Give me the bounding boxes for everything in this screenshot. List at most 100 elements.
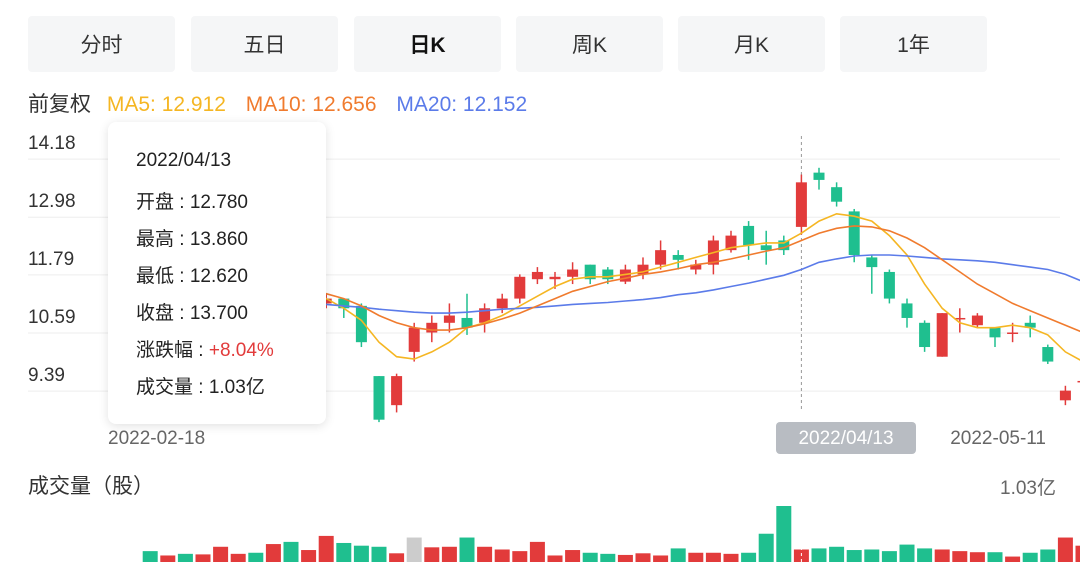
crosshair-date-badge [776, 422, 916, 454]
candle-body [320, 298, 332, 304]
candle[interactable] [901, 298, 913, 328]
candle-body [1007, 332, 1019, 334]
volume-bar [723, 553, 739, 562]
volume-bar [547, 555, 563, 562]
candle-body [602, 269, 614, 280]
tooltip-change-label: 涨跌幅 : [136, 340, 209, 361]
candle[interactable] [637, 257, 649, 280]
volume-bar [899, 544, 915, 562]
ma20-legend: MA20: 12.152 [396, 93, 528, 116]
volume-bar [565, 550, 581, 562]
candle[interactable] [989, 327, 1001, 348]
volume-bar [459, 537, 475, 562]
volume-bar [582, 552, 598, 562]
tooltip-change: 涨跌幅 : +8.04% [136, 335, 274, 362]
candle[interactable] [743, 221, 755, 260]
candle[interactable] [567, 262, 579, 285]
volume-bar [670, 548, 686, 562]
candle-body [936, 313, 948, 357]
tab-weekly-k[interactable]: 周K [516, 16, 663, 72]
candle-tooltip: 2022/04/13 开盘 : 12.780 最高 : 13.860 最低 : … [108, 122, 326, 424]
candle[interactable] [795, 174, 807, 235]
volume-bar [705, 552, 721, 562]
candle[interactable] [971, 313, 983, 328]
y-tick-label: 14.18 [28, 133, 76, 154]
candle-body [531, 271, 543, 280]
volume-bar [336, 542, 352, 562]
candle[interactable] [408, 322, 420, 362]
candle[interactable] [1077, 366, 1080, 400]
candle[interactable] [760, 230, 772, 265]
candle[interactable] [320, 293, 332, 309]
candle-body [831, 187, 843, 202]
candle-body [338, 298, 350, 309]
volume-bar [477, 546, 493, 562]
candle[interactable] [1024, 315, 1036, 338]
candle[interactable] [373, 376, 385, 423]
volume-bar [758, 533, 774, 562]
candle-body [479, 308, 491, 323]
candle[interactable] [514, 274, 526, 304]
volume-bar [248, 552, 264, 562]
candle[interactable] [443, 303, 455, 333]
candle[interactable] [954, 308, 966, 333]
candle-body [373, 376, 385, 420]
y-tick-label: 9.39 [28, 365, 65, 386]
candle-body [901, 303, 913, 318]
adjust-mode-label[interactable]: 前复权 [28, 93, 91, 116]
candle[interactable] [672, 250, 684, 270]
candle-body [1042, 347, 1054, 362]
candle[interactable] [584, 264, 596, 285]
volume-bar [160, 555, 176, 562]
candle[interactable] [919, 320, 931, 352]
candle-body [919, 322, 931, 348]
tab-five-day[interactable]: 五日 [191, 16, 338, 72]
candle[interactable] [1059, 385, 1071, 406]
tooltip-change-value: +8.04% [208, 340, 274, 361]
candle-body [655, 250, 667, 265]
candle[interactable] [707, 235, 719, 275]
volume-bar [1040, 549, 1056, 562]
candle[interactable] [778, 235, 790, 255]
tooltip-high: 最高 : 13.860 [136, 229, 248, 250]
candle-body [1077, 380, 1080, 383]
volume-bar [230, 553, 246, 562]
tab-daily-k[interactable]: 日K [354, 16, 501, 72]
candle[interactable] [1042, 344, 1054, 364]
candle[interactable] [690, 259, 702, 275]
candle[interactable] [848, 208, 860, 263]
candle[interactable] [1007, 322, 1019, 343]
candle[interactable] [866, 254, 878, 294]
volume-bar [177, 553, 193, 562]
ma5-legend: MA5: 12.912 [106, 93, 226, 116]
tab-monthly-k[interactable]: 月K [678, 16, 825, 72]
volume-bar [811, 548, 827, 562]
tooltip-open: 开盘 : 12.780 [136, 192, 248, 213]
candle-body [461, 317, 473, 328]
candle[interactable] [479, 303, 491, 333]
volume-bar [881, 551, 897, 562]
volume-bar [741, 552, 757, 562]
candle[interactable] [426, 315, 438, 343]
ma-legend: 前复权 MA5: 12.912 MA10: 12.656 MA20: 12.15… [28, 88, 541, 118]
candle[interactable] [531, 267, 543, 285]
candle[interactable] [355, 303, 367, 348]
candle-body [584, 264, 596, 280]
volume-bar [371, 546, 387, 562]
candle[interactable] [831, 182, 843, 207]
candle-body [355, 305, 367, 343]
tab-one-year[interactable]: 1年 [840, 16, 987, 72]
volume-bar [653, 555, 669, 562]
candle[interactable] [725, 230, 737, 253]
tab-intraday[interactable]: 分时 [28, 16, 175, 72]
candle[interactable] [655, 240, 667, 270]
volume-bar [142, 551, 158, 562]
candle[interactable] [883, 269, 895, 304]
candle[interactable] [391, 373, 403, 413]
volume-bar [969, 552, 985, 562]
tooltip-date: 2022/04/13 [136, 150, 232, 171]
candle[interactable] [936, 313, 948, 357]
candle-body [760, 245, 772, 251]
candle[interactable] [813, 167, 825, 190]
volume-bar [353, 545, 369, 562]
